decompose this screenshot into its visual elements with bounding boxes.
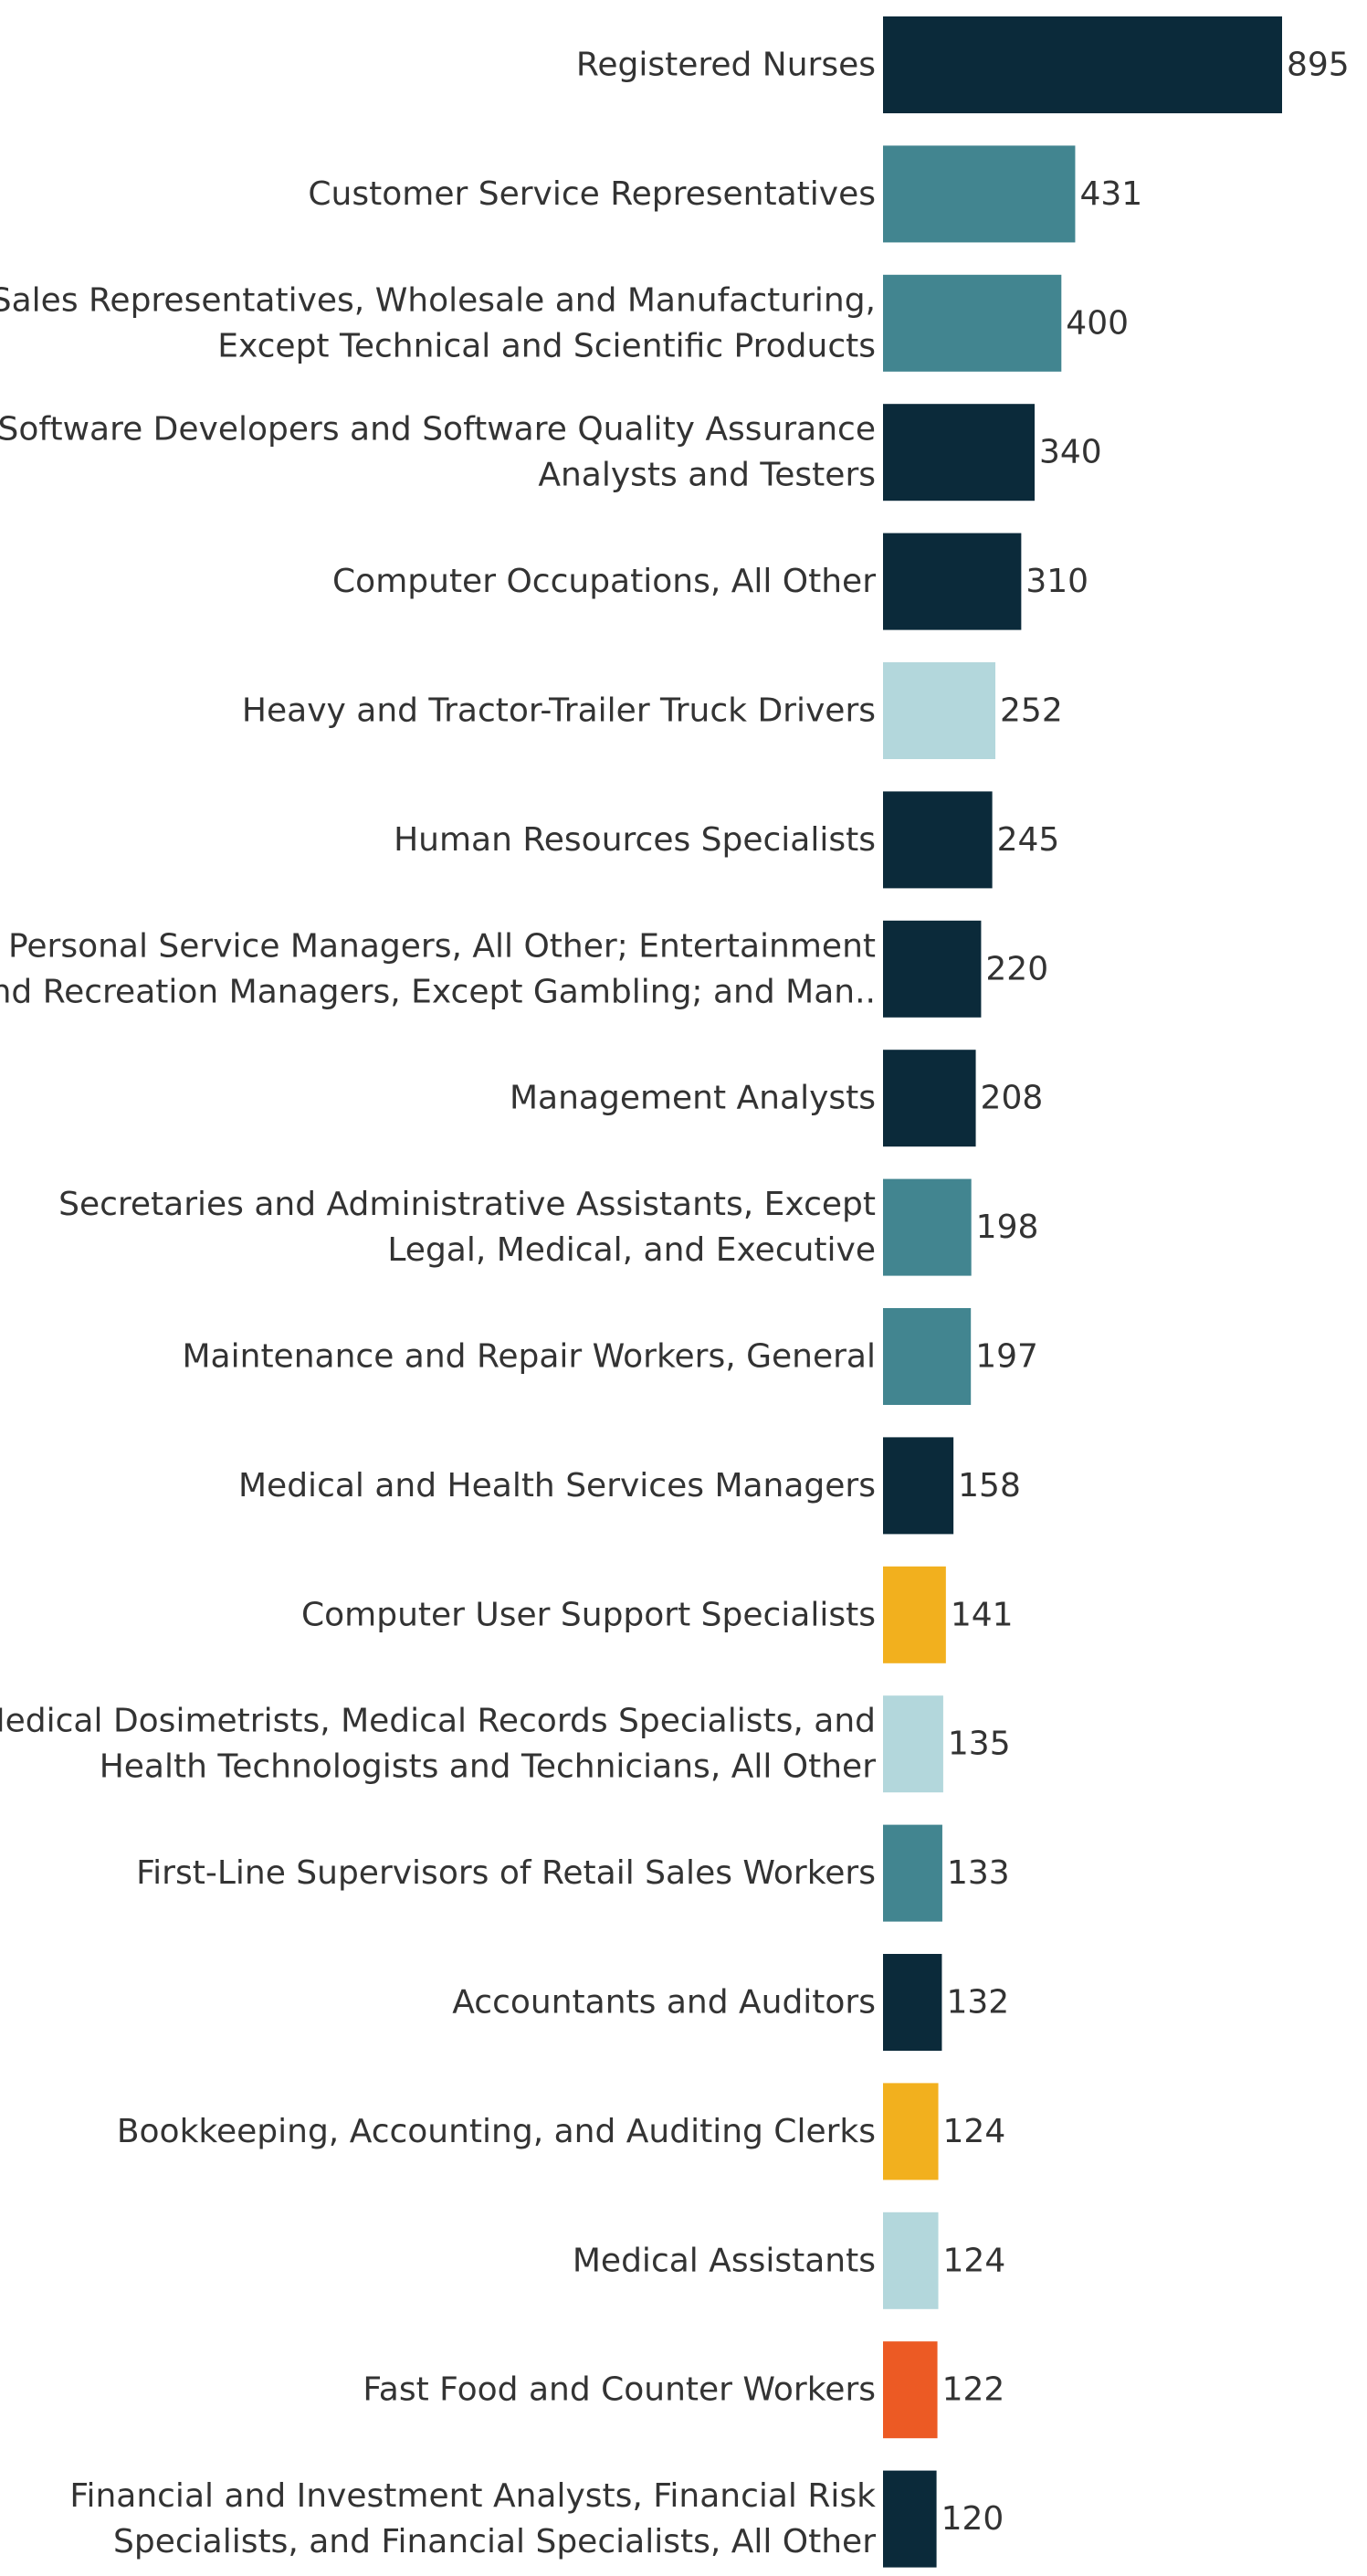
category-label-line: Medical Assistants (573, 2242, 876, 2279)
data-label: 135 (948, 1726, 1011, 1763)
data-label: 122 (942, 2371, 1005, 2409)
bar (883, 1695, 943, 1793)
category-label-line: Registered Nurses (576, 47, 876, 84)
data-label: 133 (947, 1854, 1010, 1892)
category-label-line: Computer Occupations, All Other (332, 563, 876, 600)
category-label: Registered Nurses (576, 47, 876, 84)
category-label: Financial and Investment Analysts, Finan… (69, 2477, 876, 2560)
data-label: 132 (946, 1984, 1009, 2022)
bar (883, 404, 1036, 501)
category-label: Medical and Health Services Managers (238, 1467, 876, 1504)
category-label-line: Analysts and Testers (538, 457, 876, 494)
data-label: 310 (1025, 563, 1088, 600)
category-label-line: Heavy and Tractor-Trailer Truck Drivers (242, 692, 876, 730)
bar (883, 274, 1062, 372)
category-label-line: Management Analysts (510, 1080, 876, 1117)
category-label-line: Medical Dosimetrists, Medical Records Sp… (0, 1703, 876, 1740)
category-label-line: First-Line Supervisors of Retail Sales W… (136, 1854, 876, 1892)
data-label: 208 (981, 1080, 1044, 1117)
data-label: 340 (1039, 434, 1102, 471)
data-label: 252 (1000, 692, 1063, 730)
category-label-line: Customer Service Representatives (308, 175, 876, 213)
bar (883, 145, 1076, 243)
category-label: Computer Occupations, All Other (332, 563, 876, 600)
bar (883, 1824, 942, 1922)
category-label-line: Sales Representatives, Wholesale and Man… (0, 281, 876, 319)
data-label: 895 (1287, 47, 1350, 84)
category-label: Management Analysts (510, 1080, 876, 1117)
data-label: 220 (985, 950, 1048, 987)
data-label: 141 (951, 1596, 1014, 1633)
category-label-line: Bookkeeping, Accounting, and Auditing Cl… (117, 2113, 876, 2150)
category-label-line: Accountants and Auditors (452, 1984, 876, 2022)
category-label: Accountants and Auditors (452, 1984, 876, 2022)
category-label-line: Software Developers and Software Quality… (0, 411, 876, 449)
category-label: Sales Representatives, Wholesale and Man… (0, 281, 876, 364)
category-label: Customer Service Representatives (308, 175, 876, 213)
bar (883, 791, 993, 889)
category-label-line: Except Technical and Scientific Products (217, 327, 876, 364)
category-label: Computer User Support Specialists (301, 1596, 876, 1633)
category-label-line: Health Technologists and Technicians, Al… (100, 1748, 877, 1786)
data-label: 158 (958, 1467, 1021, 1504)
category-label: Software Developers and Software Quality… (0, 411, 876, 494)
data-label: 120 (941, 2500, 1004, 2538)
category-label-line: Legal, Medical, and Executive (387, 1231, 876, 1269)
bar (883, 2470, 937, 2568)
category-label-line: Medical and Health Services Managers (238, 1467, 876, 1504)
data-label: 197 (975, 1338, 1038, 1376)
category-label-line: Financial and Investment Analysts, Finan… (69, 2477, 876, 2515)
category-label: Medical Dosimetrists, Medical Records Sp… (0, 1703, 876, 1786)
category-label-line: Secretaries and Administrative Assistant… (58, 1186, 876, 1223)
category-label-line: Fast Food and Counter Workers (363, 2371, 876, 2409)
category-label: Bookkeeping, Accounting, and Auditing Cl… (117, 2113, 876, 2150)
data-label: 124 (943, 2242, 1006, 2279)
data-label: 245 (997, 821, 1060, 859)
bar (883, 2212, 939, 2309)
category-label-line: Specialists, and Financial Specialists, … (113, 2523, 876, 2560)
data-label: 400 (1066, 304, 1129, 342)
bar (883, 2341, 938, 2439)
category-label: Personal Service Managers, All Other; En… (0, 927, 876, 1010)
category-label-line: Personal Service Managers, All Other; En… (8, 927, 876, 965)
data-label: 431 (1079, 175, 1142, 213)
category-label: Maintenance and Repair Workers, General (183, 1338, 877, 1376)
bar (883, 16, 1282, 113)
bar (883, 1566, 946, 1663)
category-label: Medical Assistants (573, 2242, 876, 2279)
category-label: Heavy and Tractor-Trailer Truck Drivers (242, 692, 876, 730)
data-label: 124 (943, 2113, 1006, 2150)
category-label-line: Maintenance and Repair Workers, General (183, 1338, 877, 1376)
category-label: First-Line Supervisors of Retail Sales W… (136, 1854, 876, 1892)
bar (883, 662, 996, 759)
bar (883, 1308, 972, 1405)
bar (883, 1954, 942, 2051)
data-label: 198 (976, 1209, 1039, 1246)
category-label: Human Resources Specialists (394, 821, 876, 859)
category-label-line: Computer User Support Specialists (301, 1596, 876, 1633)
category-label: Fast Food and Counter Workers (363, 2371, 876, 2409)
category-label-line: and Recreation Managers, Except Gambling… (0, 973, 876, 1010)
bar (883, 1178, 972, 1276)
bar (883, 1050, 976, 1147)
bar (883, 2083, 939, 2180)
category-label: Secretaries and Administrative Assistant… (58, 1186, 876, 1269)
category-label-line: Human Resources Specialists (394, 821, 876, 859)
bar (883, 1437, 954, 1535)
bar (883, 533, 1022, 630)
bar (883, 920, 982, 1018)
